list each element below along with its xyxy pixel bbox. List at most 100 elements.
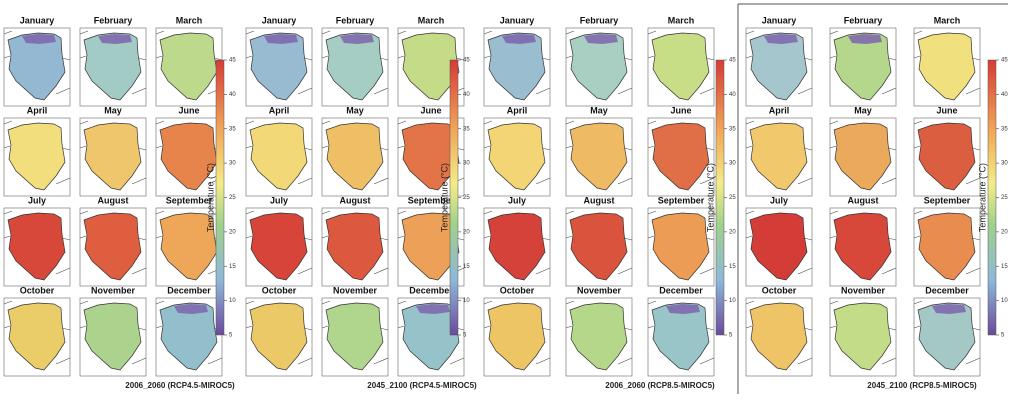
colorbar-tick-label: 15 xyxy=(229,264,236,270)
month-label: May xyxy=(346,105,364,115)
colorbar-tick-label: 25 xyxy=(463,195,470,201)
map-cold-strip xyxy=(848,34,882,44)
colorbar-label: Temperature (°C) xyxy=(705,163,715,232)
colorbar-tick-label: 35 xyxy=(1001,126,1008,132)
month-label: February xyxy=(580,15,619,25)
colorbar-tick-label: 25 xyxy=(229,195,236,201)
colorbar-tick-label: 45 xyxy=(1001,58,1008,64)
map xyxy=(566,208,632,286)
colorbar-tick-label: 40 xyxy=(229,92,236,98)
map-cold-strip xyxy=(98,34,132,44)
map-cold-strip xyxy=(416,304,450,314)
colorbar-tick-label: 30 xyxy=(463,161,470,167)
colorbar-tick-label: 30 xyxy=(1001,161,1008,167)
month-label: August xyxy=(584,195,615,205)
map-cold-strip xyxy=(22,34,56,44)
month-label: July xyxy=(270,195,288,205)
map xyxy=(648,118,714,196)
map xyxy=(484,118,550,196)
colorbar xyxy=(216,60,224,335)
colorbar-label: Temperature (°C) xyxy=(439,163,449,232)
colorbar-tick-label: 20 xyxy=(729,229,736,235)
month-label: September xyxy=(658,195,705,205)
map xyxy=(4,208,70,286)
colorbar-tick-label: 10 xyxy=(229,298,236,304)
colorbar-tick-label: 10 xyxy=(463,298,470,304)
colorbar-tick-label: 20 xyxy=(229,229,236,235)
month-label: August xyxy=(98,195,129,205)
map xyxy=(746,298,812,376)
month-label: October xyxy=(262,285,297,295)
map xyxy=(746,28,812,106)
colorbar xyxy=(988,60,996,335)
month-label: December xyxy=(659,285,703,295)
colorbar-tick-label: 35 xyxy=(229,126,236,132)
month-label: November xyxy=(841,285,886,295)
month-label: February xyxy=(844,15,883,25)
map xyxy=(830,118,896,196)
month-label: May xyxy=(854,105,872,115)
month-label: March xyxy=(418,15,445,25)
map xyxy=(830,298,896,376)
map xyxy=(246,28,312,106)
colorbar-tick-label: 30 xyxy=(729,161,736,167)
map xyxy=(80,118,146,196)
month-label: May xyxy=(590,105,608,115)
month-label: December xyxy=(167,285,211,295)
month-label: September xyxy=(924,195,971,205)
panel-caption: 2006_2060 (RCP4.5-MIROC5) xyxy=(125,381,235,390)
colorbar-tick-label: 45 xyxy=(463,58,470,64)
month-label: January xyxy=(262,15,297,25)
panel: JanuaryFebruaryMarchAprilMayJuneJulyAugu… xyxy=(4,15,236,390)
month-label: June xyxy=(420,105,441,115)
month-label: July xyxy=(508,195,526,205)
month-label: April xyxy=(269,105,290,115)
month-label: October xyxy=(500,285,535,295)
map xyxy=(80,28,146,106)
figure: January February March April May June July Augu… xyxy=(0,0,1012,396)
colorbar xyxy=(716,60,724,335)
panel: JanuaryFebruaryMarchAprilMayJuneJulyAugu… xyxy=(484,15,736,390)
map xyxy=(648,28,714,106)
map xyxy=(648,208,714,286)
map xyxy=(830,28,896,106)
map xyxy=(566,28,632,106)
colorbar-tick-label: 20 xyxy=(1001,229,1008,235)
map xyxy=(246,118,312,196)
map xyxy=(156,298,222,376)
colorbar-tick-label: 45 xyxy=(729,58,736,64)
map xyxy=(746,118,812,196)
month-label: November xyxy=(333,285,378,295)
month-label: November xyxy=(577,285,622,295)
map xyxy=(4,28,70,106)
colorbar-tick-label: 10 xyxy=(729,298,736,304)
map xyxy=(914,208,980,286)
month-label: March xyxy=(934,15,961,25)
month-label: June xyxy=(670,105,691,115)
map xyxy=(80,208,146,286)
colorbar-tick-label: 45 xyxy=(229,58,236,64)
map xyxy=(746,208,812,286)
colorbar-tick-label: 15 xyxy=(1001,264,1008,270)
map xyxy=(322,208,388,286)
month-label: April xyxy=(27,105,48,115)
colorbar xyxy=(450,60,458,335)
colorbar-tick-label: 10 xyxy=(1001,298,1008,304)
map-cold-strip xyxy=(932,304,966,314)
map xyxy=(484,298,550,376)
colorbar-tick-label: 25 xyxy=(729,195,736,201)
map xyxy=(322,28,388,106)
colorbar-tick-label: 15 xyxy=(729,264,736,270)
map xyxy=(246,208,312,286)
month-label: October xyxy=(20,285,55,295)
map-cold-strip xyxy=(764,34,798,44)
month-label: April xyxy=(769,105,790,115)
map xyxy=(80,298,146,376)
colorbar-tick-label: 20 xyxy=(463,229,470,235)
month-label: January xyxy=(762,15,797,25)
month-label: February xyxy=(94,15,133,25)
panel-caption: 2045_2100 (RCP4.5-MIROC5) xyxy=(367,381,477,390)
map-cold-strip xyxy=(340,34,374,44)
month-label: May xyxy=(104,105,122,115)
map xyxy=(246,298,312,376)
